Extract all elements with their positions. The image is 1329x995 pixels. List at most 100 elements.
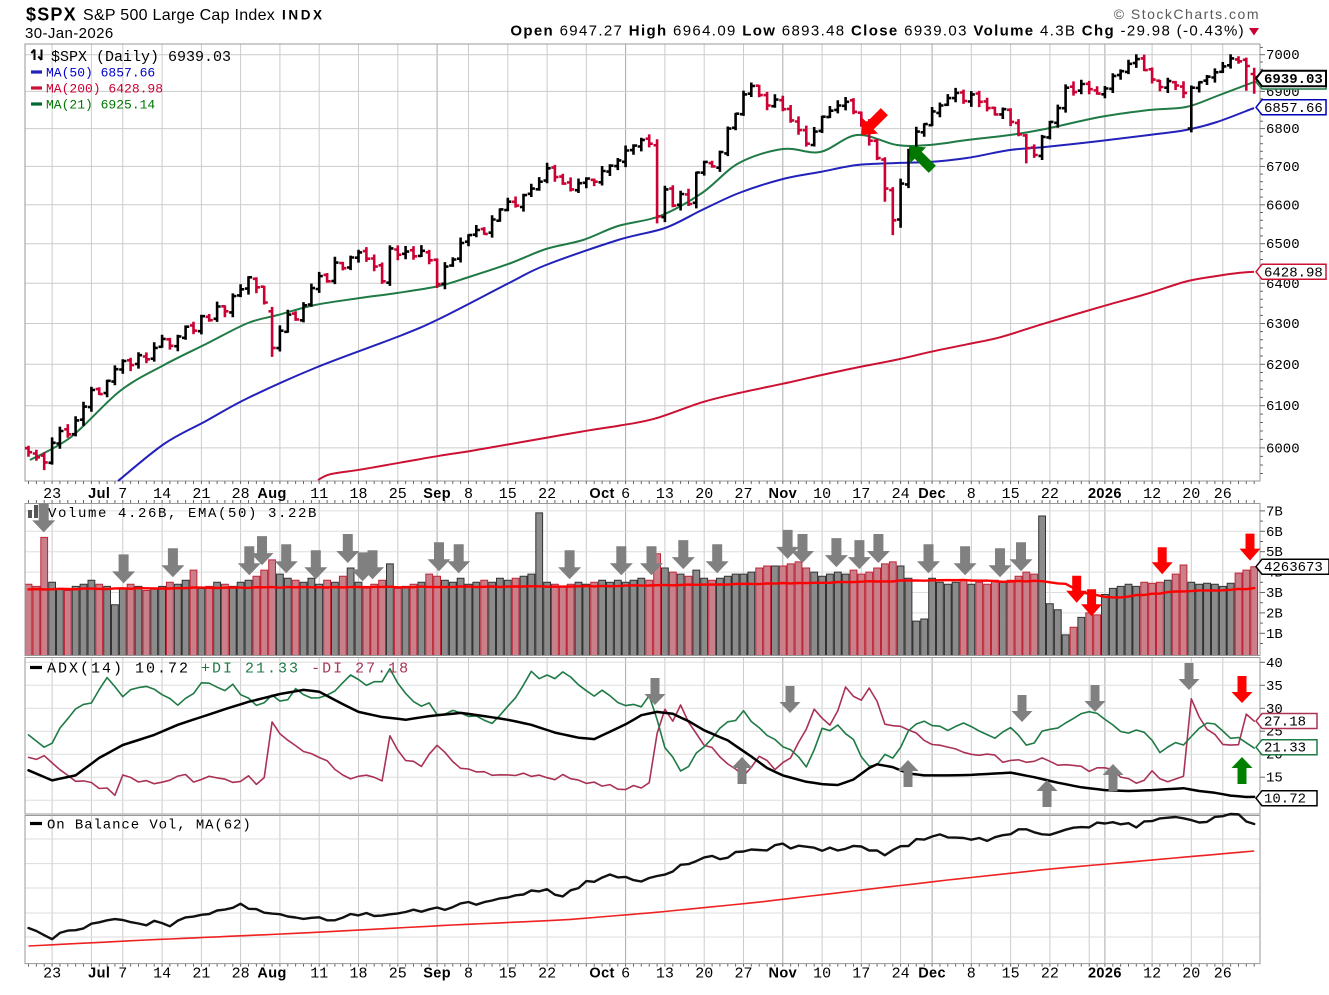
svg-text:8: 8	[464, 966, 473, 983]
svg-text:6B: 6B	[1266, 525, 1283, 541]
svg-text:13: 13	[656, 966, 674, 983]
svg-text:Nov: Nov	[769, 966, 798, 982]
svg-text:21: 21	[192, 966, 210, 983]
svg-text:6700: 6700	[1266, 160, 1300, 176]
svg-text:15: 15	[499, 966, 517, 983]
svg-text:2026: 2026	[1088, 486, 1122, 502]
svg-text:22: 22	[538, 966, 556, 983]
svg-text:12: 12	[1143, 486, 1161, 503]
svg-text:22: 22	[1041, 966, 1059, 983]
svg-text:24: 24	[892, 966, 910, 983]
svg-text:Aug: Aug	[257, 966, 286, 982]
svg-text:Volume 4.26B, EMA(50) 3.22B: Volume 4.26B, EMA(50) 3.22B	[48, 506, 318, 522]
svg-text:15: 15	[1266, 771, 1283, 787]
svg-text:6100: 6100	[1266, 399, 1300, 415]
svg-text:27: 27	[734, 486, 752, 503]
svg-text:8: 8	[464, 486, 473, 503]
svg-text:2B: 2B	[1266, 606, 1283, 622]
svg-text:35: 35	[1266, 679, 1283, 695]
svg-text:6857.66: 6857.66	[1264, 101, 1323, 117]
svg-text:6500: 6500	[1266, 237, 1300, 253]
svg-text:22: 22	[538, 486, 556, 503]
svg-text:14: 14	[153, 486, 171, 503]
svg-text:28: 28	[232, 966, 250, 983]
svg-text:24: 24	[892, 486, 910, 503]
svg-text:15: 15	[499, 486, 517, 503]
svg-text:7: 7	[118, 966, 127, 983]
svg-text:$SPX (Daily) 6939.03: $SPX (Daily) 6939.03	[51, 49, 231, 66]
svg-text:Aug: Aug	[257, 486, 286, 502]
svg-text:© StockCharts.com: © StockCharts.com	[1114, 6, 1260, 22]
svg-text:18: 18	[349, 486, 367, 503]
svg-text:Open 6947.27 High 6964.09 Low: Open 6947.27 High 6964.09 Low 6893.48 Cl…	[510, 23, 1245, 40]
svg-text:10: 10	[813, 966, 831, 983]
svg-text:MA(200) 6428.98: MA(200) 6428.98	[46, 82, 163, 97]
svg-text:27.18: 27.18	[1264, 715, 1306, 731]
svg-text:23: 23	[43, 966, 61, 983]
svg-text:26: 26	[1214, 966, 1232, 983]
svg-text:6000: 6000	[1266, 441, 1300, 457]
svg-text:15: 15	[1002, 966, 1020, 983]
svg-text:7: 7	[118, 486, 127, 503]
svg-text:8: 8	[967, 966, 976, 983]
svg-text:20: 20	[695, 486, 713, 503]
svg-text:11: 11	[310, 966, 328, 983]
svg-text:10: 10	[813, 486, 831, 503]
svg-text:8: 8	[967, 486, 976, 503]
svg-text:30-Jan-2026: 30-Jan-2026	[25, 25, 114, 42]
svg-text:7B: 7B	[1266, 504, 1283, 520]
svg-text:MA(50) 6857.66: MA(50) 6857.66	[46, 66, 155, 81]
svg-text:7000: 7000	[1266, 48, 1300, 64]
svg-text:12: 12	[1143, 966, 1161, 983]
svg-text:Dec: Dec	[918, 486, 946, 502]
svg-text:26: 26	[1214, 486, 1232, 503]
svg-text:6: 6	[621, 966, 630, 983]
svg-text:15: 15	[1002, 486, 1020, 503]
svg-text:40: 40	[1266, 656, 1283, 672]
svg-text:21: 21	[192, 486, 210, 503]
svg-text:Jul: Jul	[88, 486, 110, 502]
svg-text:6400: 6400	[1266, 277, 1300, 293]
svg-text:Oct: Oct	[589, 966, 614, 982]
svg-text:Nov: Nov	[769, 486, 798, 502]
svg-text:6300: 6300	[1266, 317, 1300, 333]
svg-text:20: 20	[1182, 486, 1200, 503]
svg-text:Jul: Jul	[88, 966, 110, 982]
svg-text:11: 11	[310, 486, 328, 503]
svg-text:1B: 1B	[1266, 627, 1283, 643]
svg-text:S&P 500 Large Cap Index: S&P 500 Large Cap Index	[83, 7, 275, 24]
svg-text:MA(21) 6925.14: MA(21) 6925.14	[46, 98, 155, 113]
svg-text:18: 18	[349, 966, 367, 983]
svg-text:Oct: Oct	[589, 486, 614, 502]
svg-text:25: 25	[389, 966, 407, 983]
svg-text:2026: 2026	[1088, 966, 1122, 982]
svg-text:$SPX: $SPX	[26, 5, 77, 25]
svg-text:22: 22	[1041, 486, 1059, 503]
svg-text:6: 6	[621, 486, 630, 503]
svg-text:13: 13	[656, 486, 674, 503]
svg-text:4263673: 4263673	[1264, 560, 1323, 576]
svg-text:Sep: Sep	[423, 966, 451, 982]
svg-text:6800: 6800	[1266, 122, 1300, 138]
svg-text:On Balance Vol, MA(62): On Balance Vol, MA(62)	[47, 818, 252, 834]
svg-text:Dec: Dec	[918, 966, 946, 982]
svg-text:ADX(14) 10.72 +DI 21.33 -DI 27: ADX(14) 10.72 +DI 21.33 -DI 27.18	[47, 661, 410, 678]
svg-text:6939.03: 6939.03	[1264, 72, 1323, 88]
svg-text:3B: 3B	[1266, 586, 1283, 602]
svg-text:5B: 5B	[1266, 545, 1283, 561]
svg-text:17: 17	[852, 486, 870, 503]
svg-text:21.33: 21.33	[1264, 741, 1306, 757]
svg-text:27: 27	[734, 966, 752, 983]
svg-text:6600: 6600	[1266, 198, 1300, 214]
svg-text:6428.98: 6428.98	[1264, 265, 1323, 281]
svg-text:17: 17	[852, 966, 870, 983]
svg-text:14: 14	[153, 966, 171, 983]
svg-text:INDX: INDX	[282, 8, 325, 23]
svg-text:25: 25	[389, 486, 407, 503]
svg-text:28: 28	[232, 486, 250, 503]
svg-text:Sep: Sep	[423, 486, 451, 502]
svg-text:23: 23	[43, 486, 61, 503]
svg-text:20: 20	[695, 966, 713, 983]
svg-text:20: 20	[1182, 966, 1200, 983]
svg-text:6200: 6200	[1266, 358, 1300, 374]
